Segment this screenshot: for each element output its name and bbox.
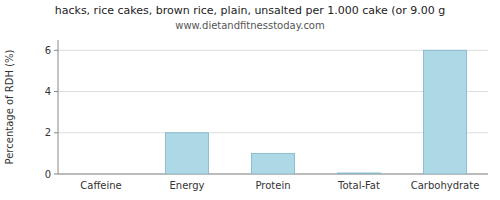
x-tick-label: Carbohydrate xyxy=(411,180,480,191)
chart: hacks, rice cakes, brown rice, plain, un… xyxy=(0,0,500,200)
bar xyxy=(80,174,123,175)
bar xyxy=(166,133,209,174)
y-tick xyxy=(54,91,58,92)
y-tick-label: 0 xyxy=(45,169,51,180)
x-tick-label: Protein xyxy=(255,180,290,191)
x-tick-label: Caffeine xyxy=(80,180,121,191)
y-tick-label: 4 xyxy=(45,86,51,97)
y-tick xyxy=(54,50,58,51)
x-tick-label: Total-Fat xyxy=(337,180,380,191)
y-axis-line xyxy=(58,40,59,174)
y-tick xyxy=(54,174,58,175)
title: hacks, rice cakes, brown rice, plain, un… xyxy=(55,4,445,17)
x-tick-label: Energy xyxy=(169,180,204,191)
grid xyxy=(58,50,488,174)
y-tick xyxy=(54,132,58,133)
bar xyxy=(424,50,467,174)
bar xyxy=(338,173,381,174)
y-tick-label: 6 xyxy=(45,45,51,56)
bars xyxy=(166,50,467,174)
y-tick-label: 2 xyxy=(45,127,51,138)
axes: 0 2 4 6 Caffeine Energy Protein Total-Fat Carboh… xyxy=(45,40,488,191)
subtitle: www.dietandfitnesstoday.com xyxy=(175,20,324,31)
y-axis-label: Percentage of RDH (%) xyxy=(4,49,15,164)
bar xyxy=(252,153,295,174)
